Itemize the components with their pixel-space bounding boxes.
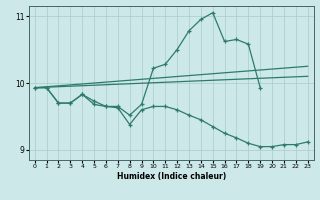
X-axis label: Humidex (Indice chaleur): Humidex (Indice chaleur): [116, 172, 226, 181]
